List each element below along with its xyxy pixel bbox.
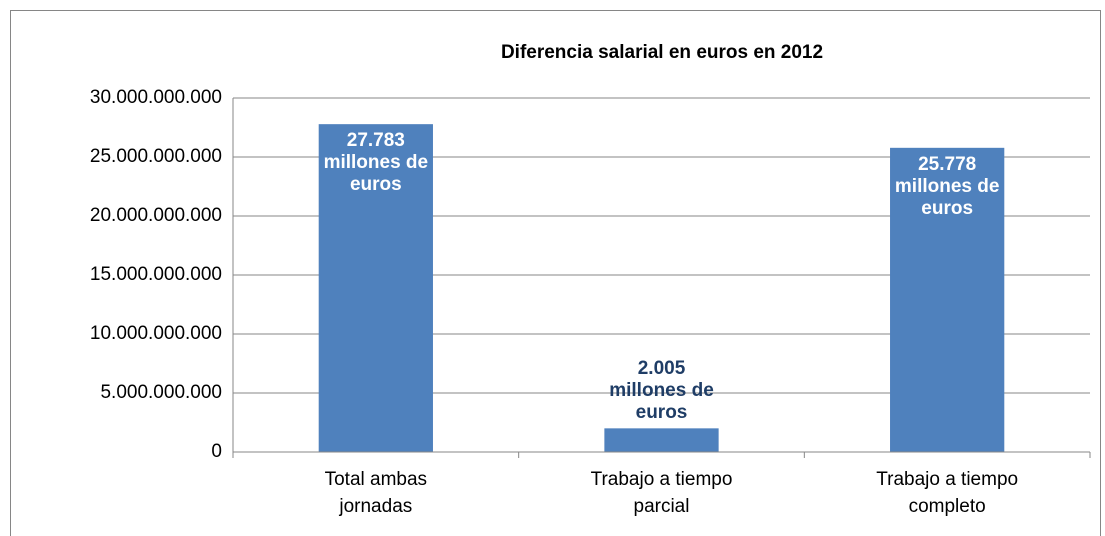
x-tick-label: Total ambas jornadas	[324, 469, 428, 517]
y-tick-label: 15.000.000.000	[90, 264, 222, 285]
bar	[604, 428, 719, 452]
bar	[318, 124, 433, 453]
x-tick-label: Trabajo a tiempo completo	[876, 469, 1019, 517]
chart-title: Diferencia salarial en euros en 2012	[501, 42, 823, 63]
y-tick-label: 30.000.000.000	[90, 87, 222, 108]
y-tick-label: 20.000.000.000	[90, 205, 222, 226]
y-tick-label: 10.000.000.000	[90, 323, 222, 344]
bar	[890, 147, 1005, 453]
x-tick-label: Trabajo a tiempo parcial	[590, 469, 733, 517]
y-tick-label: 25.000.000.000	[90, 146, 222, 167]
data-label: 25.778 millones de euros	[894, 153, 1000, 219]
data-label: 27.783 millones de euros	[323, 130, 429, 196]
data-label: 2.005 millones de euros	[609, 358, 714, 424]
y-tick-label: 5.000.000.000	[100, 382, 222, 403]
y-tick-label: 0	[211, 441, 222, 462]
